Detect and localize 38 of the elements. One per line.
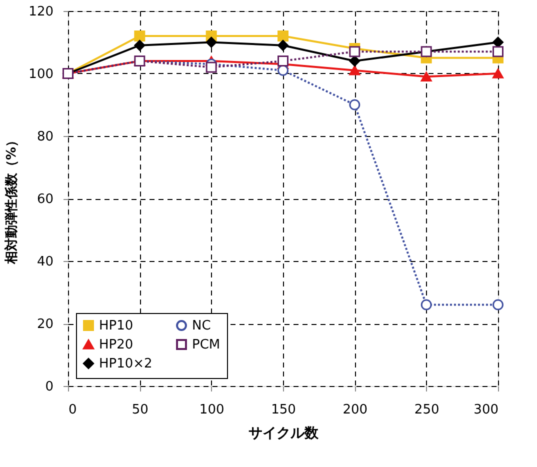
y-tick-label: 60 — [36, 192, 54, 207]
point — [349, 46, 360, 58]
point — [134, 30, 146, 42]
x-tick-label: 150 — [271, 402, 296, 418]
point — [492, 36, 504, 48]
y-tick-label: 100 — [28, 67, 54, 82]
point — [134, 40, 146, 51]
legend-label: PCM — [192, 338, 220, 352]
y-tick-label: 0 — [45, 380, 54, 394]
y-tick-label: 120 — [28, 4, 54, 20]
point — [349, 66, 360, 76]
point — [492, 46, 504, 58]
point — [349, 99, 360, 110]
x-tick-label: 300 — [474, 402, 498, 418]
y-tick-label: 20 — [36, 317, 54, 332]
legend-label: HP20 — [99, 338, 134, 352]
point — [278, 56, 288, 66]
point — [278, 30, 288, 42]
legend-label: HP10×2 — [99, 356, 152, 372]
x-axis-title: サイクル数 — [248, 426, 320, 442]
point — [492, 299, 504, 310]
legend-label: NC — [192, 318, 211, 334]
legend-label: HP10 — [99, 318, 134, 334]
y-tick-label: 40 — [36, 254, 54, 270]
point — [492, 68, 504, 78]
point — [206, 36, 217, 48]
point — [206, 62, 217, 73]
x-tick-label: 50 — [132, 402, 148, 418]
y-axis-title: 相対動弾性係数（%） — [4, 134, 20, 266]
point — [349, 56, 360, 66]
y-tick-label: 80 — [36, 130, 54, 144]
point — [420, 72, 432, 82]
x-tick-label: 200 — [342, 402, 368, 418]
point — [278, 40, 288, 51]
x-tick-label: 100 — [199, 402, 224, 418]
point — [420, 299, 432, 310]
x-tick-label: 0 — [68, 402, 77, 418]
x-tick-label: 250 — [414, 402, 440, 418]
